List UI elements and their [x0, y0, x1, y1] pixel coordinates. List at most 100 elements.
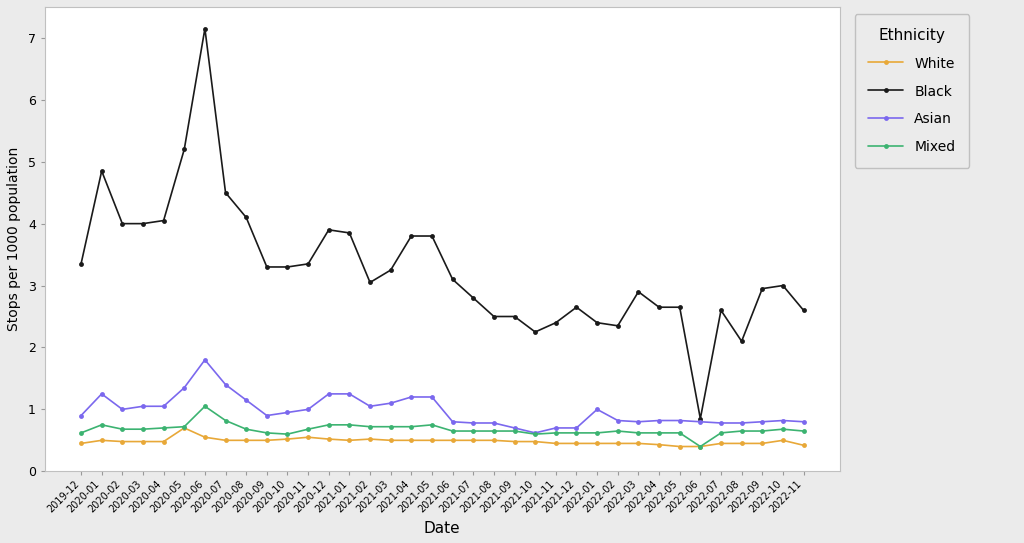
- Mixed: [406, 424, 418, 430]
- White: [570, 440, 583, 447]
- Mixed: [798, 428, 810, 434]
- Black: [364, 279, 376, 286]
- White: [735, 440, 748, 447]
- White: [116, 438, 128, 445]
- Black: [611, 323, 624, 329]
- Mixed: [95, 421, 108, 428]
- Asian: [302, 406, 314, 413]
- Black: [302, 261, 314, 267]
- White: [323, 436, 335, 443]
- Black: [694, 415, 707, 422]
- Black: [798, 307, 810, 313]
- Mixed: [116, 426, 128, 432]
- White: [178, 425, 190, 431]
- Mixed: [508, 428, 520, 434]
- Mixed: [240, 426, 252, 432]
- White: [385, 437, 397, 444]
- Black: [591, 319, 603, 326]
- Line: White: White: [79, 426, 806, 449]
- Asian: [116, 406, 128, 413]
- White: [798, 442, 810, 449]
- Asian: [137, 403, 150, 409]
- Line: Asian: Asian: [79, 357, 806, 435]
- Mixed: [426, 421, 438, 428]
- Black: [137, 220, 150, 227]
- White: [591, 440, 603, 447]
- Asian: [406, 394, 418, 400]
- White: [364, 436, 376, 443]
- Asian: [591, 406, 603, 413]
- Black: [282, 264, 294, 270]
- Black: [632, 288, 644, 295]
- Asian: [735, 420, 748, 426]
- Black: [95, 168, 108, 174]
- Asian: [323, 390, 335, 397]
- Asian: [487, 420, 500, 426]
- Mixed: [219, 417, 231, 424]
- Black: [570, 304, 583, 311]
- White: [158, 438, 170, 445]
- Black: [735, 338, 748, 344]
- Asian: [343, 390, 355, 397]
- Mixed: [343, 421, 355, 428]
- Mixed: [364, 424, 376, 430]
- White: [694, 443, 707, 450]
- White: [261, 437, 273, 444]
- Asian: [446, 419, 459, 425]
- Mixed: [323, 421, 335, 428]
- White: [508, 438, 520, 445]
- Black: [426, 233, 438, 239]
- Black: [261, 264, 273, 270]
- Line: Black: Black: [79, 26, 806, 421]
- White: [302, 434, 314, 440]
- Black: [219, 190, 231, 196]
- Asian: [467, 420, 479, 426]
- Black: [529, 329, 542, 335]
- Black: [75, 261, 87, 267]
- Black: [550, 319, 562, 326]
- Asian: [364, 403, 376, 409]
- Asian: [199, 357, 211, 363]
- Asian: [611, 417, 624, 424]
- White: [282, 436, 294, 443]
- White: [446, 437, 459, 444]
- White: [467, 437, 479, 444]
- Asian: [158, 403, 170, 409]
- Asian: [653, 417, 666, 424]
- Asian: [756, 419, 768, 425]
- Mixed: [199, 403, 211, 409]
- White: [529, 438, 542, 445]
- Y-axis label: Stops per 1000 population: Stops per 1000 population: [7, 147, 20, 331]
- Mixed: [756, 428, 768, 434]
- Asian: [508, 425, 520, 431]
- White: [406, 437, 418, 444]
- Black: [674, 304, 686, 311]
- Mixed: [570, 430, 583, 436]
- White: [674, 443, 686, 450]
- White: [75, 440, 87, 447]
- Asian: [426, 394, 438, 400]
- Black: [116, 220, 128, 227]
- Line: Mixed: Mixed: [79, 404, 806, 449]
- Black: [446, 276, 459, 282]
- White: [611, 440, 624, 447]
- Mixed: [467, 428, 479, 434]
- Asian: [674, 417, 686, 424]
- White: [219, 437, 231, 444]
- Mixed: [674, 430, 686, 436]
- Asian: [95, 390, 108, 397]
- White: [487, 437, 500, 444]
- Asian: [798, 419, 810, 425]
- Asian: [282, 409, 294, 416]
- Mixed: [178, 424, 190, 430]
- Black: [406, 233, 418, 239]
- White: [756, 440, 768, 447]
- White: [653, 441, 666, 448]
- Legend: White, Black, Asian, Mixed: White, Black, Asian, Mixed: [855, 14, 970, 168]
- Mixed: [446, 428, 459, 434]
- White: [199, 434, 211, 440]
- Mixed: [302, 426, 314, 432]
- Asian: [777, 417, 790, 424]
- Asian: [75, 412, 87, 419]
- Mixed: [261, 430, 273, 436]
